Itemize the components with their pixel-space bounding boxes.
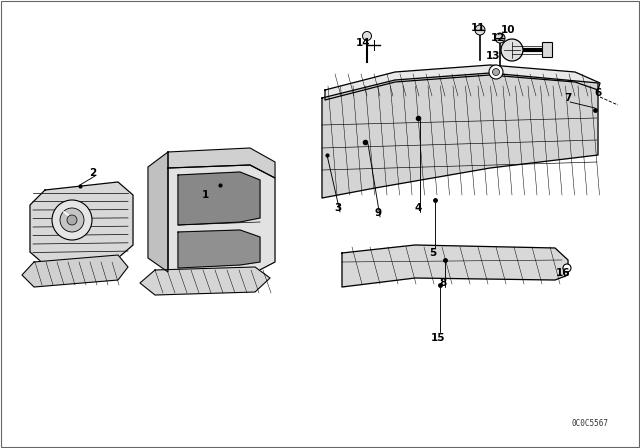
Polygon shape <box>30 182 133 265</box>
Circle shape <box>489 65 503 79</box>
Polygon shape <box>325 65 600 100</box>
Text: 9: 9 <box>374 208 381 218</box>
FancyBboxPatch shape <box>543 43 552 57</box>
Circle shape <box>563 264 571 272</box>
Circle shape <box>362 31 371 40</box>
Circle shape <box>495 33 505 43</box>
Text: 6: 6 <box>595 88 602 98</box>
Circle shape <box>67 215 77 225</box>
Circle shape <box>52 200 92 240</box>
Text: 10: 10 <box>500 25 515 35</box>
Polygon shape <box>178 230 260 268</box>
Circle shape <box>493 69 499 76</box>
Circle shape <box>60 208 84 232</box>
Polygon shape <box>22 255 128 287</box>
Text: 12: 12 <box>491 33 505 43</box>
Text: 7: 7 <box>564 93 572 103</box>
Polygon shape <box>168 165 275 275</box>
Polygon shape <box>168 148 275 178</box>
Polygon shape <box>148 152 168 272</box>
Text: 4: 4 <box>414 203 422 213</box>
Text: 8: 8 <box>440 278 447 288</box>
Text: 13: 13 <box>486 51 500 61</box>
Text: 14: 14 <box>356 38 371 48</box>
Text: 15: 15 <box>431 333 445 343</box>
Polygon shape <box>140 267 270 295</box>
Polygon shape <box>322 73 598 198</box>
Circle shape <box>475 25 485 35</box>
Text: 16: 16 <box>556 268 570 278</box>
Polygon shape <box>178 172 260 225</box>
Text: 1: 1 <box>202 190 209 200</box>
Text: 0C0C5567: 0C0C5567 <box>571 419 608 428</box>
Text: 2: 2 <box>90 168 97 178</box>
Text: 11: 11 <box>471 23 485 33</box>
Text: 3: 3 <box>334 203 342 213</box>
Polygon shape <box>342 245 568 287</box>
Text: 5: 5 <box>429 248 436 258</box>
Circle shape <box>501 39 523 61</box>
